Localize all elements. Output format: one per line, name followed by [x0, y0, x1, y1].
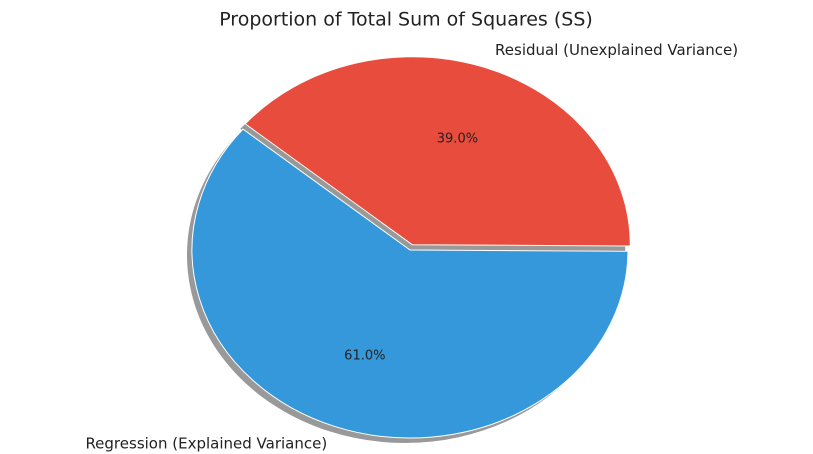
value-label: 39.0%	[437, 131, 478, 146]
wedge	[191, 128, 629, 439]
value-label: 61.0%	[344, 348, 385, 363]
chart-title: Proportion of Total Sum of Squares (SS)	[219, 9, 593, 31]
wedge	[244, 56, 631, 247]
category-label: Residual (Unexplained Variance)	[495, 41, 738, 59]
category-label: Regression (Explained Variance)	[85, 435, 327, 453]
